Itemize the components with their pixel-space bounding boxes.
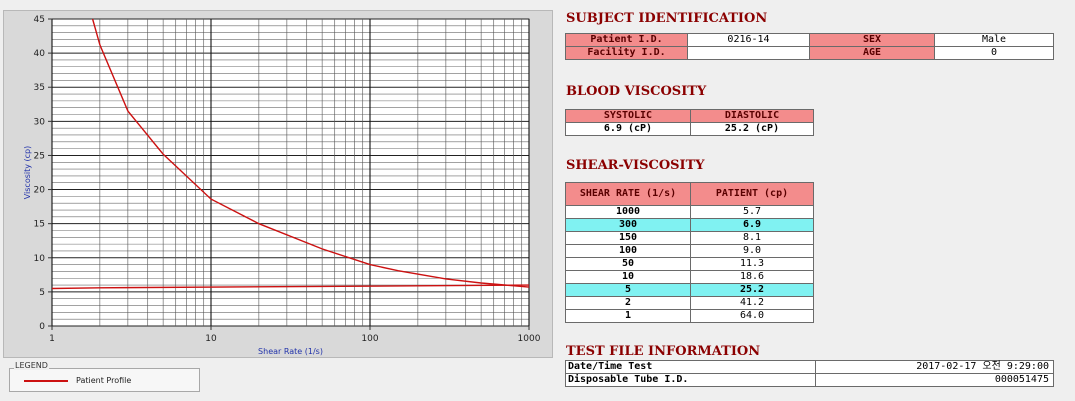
shear-rate-cell: 2: [565, 296, 691, 310]
subject-table: Patient I.D. 0216-14 SEX Male Facility I…: [565, 33, 1054, 60]
patient-cp-cell: 8.1: [690, 231, 814, 245]
shear-rate-cell: 1000: [565, 205, 691, 219]
table-row: 10 18.6: [565, 270, 814, 284]
table-row: 2 41.2: [565, 296, 814, 310]
table-row: 150 8.1: [565, 231, 814, 245]
date-time-value: 2017-02-17 오전 9:29:00: [815, 360, 1054, 374]
table-row: 300 6.9: [565, 218, 814, 232]
patient-cp-cell: 5.7: [690, 205, 814, 219]
shear-rate-cell: 5: [565, 283, 691, 297]
patient-id-value: 0216-14: [687, 33, 810, 47]
y-tick-label: 40: [34, 49, 46, 59]
viscosity-chart: 0 5 10 15 20 25 30 35 40 45 1 10 100 1000 Shear Rate (…: [23, 15, 541, 356]
facility-id-value: [687, 46, 810, 60]
shear-rate-header: SHEAR RATE (1/s): [565, 182, 691, 206]
sex-label: SEX: [809, 33, 935, 47]
age-value: 0: [934, 46, 1054, 60]
y-axis-label: Viscosity (cp): [23, 146, 32, 200]
patient-cp-cell: 18.6: [690, 270, 814, 284]
shear-viscosity-table: SHEAR RATE (1/s) PATIENT (cp) 1000 5.7 300…: [565, 182, 814, 323]
shear-rate-cell: 10: [565, 270, 691, 284]
shear-rate-cell: 1: [565, 309, 691, 323]
y-tick-label: 45: [34, 15, 45, 25]
y-tick-label: 25: [34, 151, 45, 161]
plot-area: [51, 18, 530, 327]
y-tick-label: 5: [39, 288, 45, 298]
date-time-label: Date/Time Test: [565, 360, 816, 374]
shear-rate-cell: 100: [565, 244, 691, 258]
y-tick-label: 15: [34, 220, 45, 230]
tube-id-value: 000051475: [815, 373, 1054, 387]
blood-viscosity-table: SYSTOLIC DIASTOLIC 6.9 (cP) 25.2 (cP): [565, 109, 814, 136]
subject-title: SUBJECT IDENTIFICATION: [566, 11, 768, 26]
series-line: [91, 18, 530, 288]
patient-cp-cell: 64.0: [690, 309, 814, 323]
x-tick-label: 10: [205, 334, 217, 344]
table-row: 100 9.0: [565, 244, 814, 258]
legend-swatch: [24, 380, 68, 382]
shear-rate-cell: 300: [565, 218, 691, 232]
viscosity-chart-panel: 0 5 10 15 20 25 30 35 40 45 1 10 100 1000 Shear Rate (…: [3, 10, 553, 358]
blood-viscosity-title: BLOOD VISCOSITY: [566, 84, 707, 99]
legend: LEGEND Patient Profile: [9, 361, 200, 392]
shear-viscosity-title: SHEAR-VISCOSITY: [566, 158, 705, 173]
diastolic-label: DIASTOLIC: [690, 109, 814, 123]
y-tick-label: 20: [34, 186, 46, 196]
facility-id-label: Facility I.D.: [565, 46, 688, 60]
y-tick-label: 30: [34, 117, 46, 127]
test-file-table: Date/Time Test 2017-02-17 오전 9:29:00 Dis…: [565, 360, 1054, 387]
sex-value: Male: [934, 33, 1054, 47]
x-axis-label: Shear Rate (1/s): [258, 347, 323, 356]
systolic-label: SYSTOLIC: [565, 109, 691, 123]
legend-label: Patient Profile: [76, 376, 132, 385]
patient-id-label: Patient I.D.: [565, 33, 688, 47]
diastolic-value: 25.2 (cP): [690, 122, 814, 136]
y-tick-label: 0: [39, 322, 45, 332]
table-row: 1000 5.7: [565, 205, 814, 219]
y-tick-label: 35: [34, 83, 45, 93]
x-tick-label: 1: [49, 334, 55, 344]
shear-rate-cell: 50: [565, 257, 691, 271]
x-tick-label: 100: [361, 334, 378, 344]
table-row: 5 25.2: [565, 283, 814, 297]
systolic-value: 6.9 (cP): [565, 122, 691, 136]
x-tick-label: 1000: [518, 334, 541, 344]
table-row: 1 64.0: [565, 309, 814, 323]
patient-cp-cell: 41.2: [690, 296, 814, 310]
test-file-title: TEST FILE INFORMATION: [566, 344, 761, 359]
series-line: [51, 284, 530, 290]
patient-cp-cell: 6.9: [690, 218, 814, 232]
tube-id-label: Disposable Tube I.D.: [565, 373, 816, 387]
patient-cp-header: PATIENT (cp): [690, 182, 814, 206]
legend-title: LEGEND: [14, 361, 49, 370]
shear-rate-cell: 150: [565, 231, 691, 245]
table-row: 50 11.3: [565, 257, 814, 271]
patient-cp-cell: 9.0: [690, 244, 814, 258]
age-label: AGE: [809, 46, 935, 60]
y-tick-label: 10: [34, 254, 46, 264]
patient-cp-cell: 11.3: [690, 257, 814, 271]
patient-cp-cell: 25.2: [690, 283, 814, 297]
